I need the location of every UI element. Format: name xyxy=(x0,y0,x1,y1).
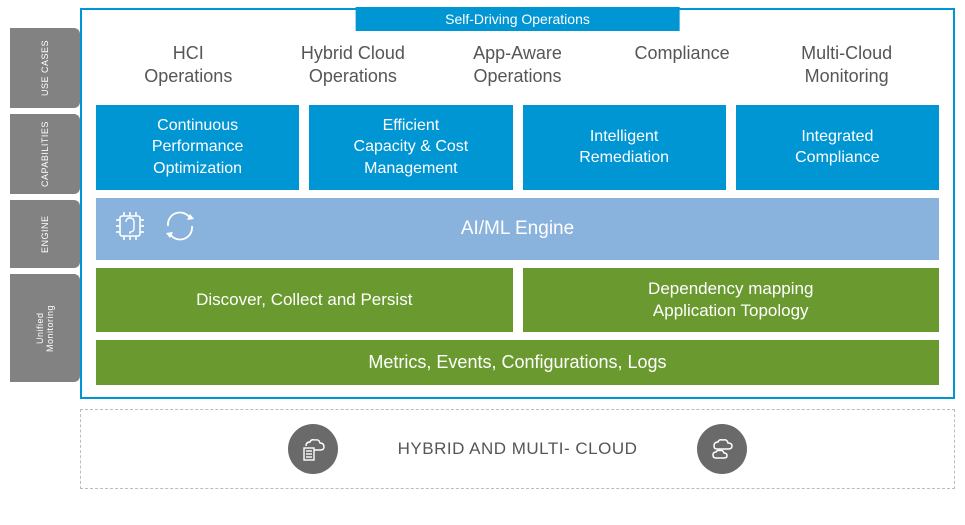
diagram-container: USE CASES CAPABILITIES ENGINE UnifiedMon… xyxy=(10,8,955,515)
monitoring-discover: Discover, Collect and Persist xyxy=(96,268,513,332)
side-label-use-cases: USE CASES xyxy=(10,28,80,108)
top-tab-self-driving: Self-Driving Operations xyxy=(355,7,680,31)
monitoring-row-2: Metrics, Events, Configurations, Logs xyxy=(96,340,939,385)
capability-remediation: IntelligentRemediation xyxy=(523,105,726,190)
side-label-capabilities: CAPABILITIES xyxy=(10,114,80,194)
side-label-engine: ENGINE xyxy=(10,200,80,268)
architecture-box: HCIOperations Hybrid CloudOperations App… xyxy=(80,8,955,399)
engine-row: AI/ML Engine xyxy=(96,198,939,260)
side-label-monitoring: UnifiedMonitoring xyxy=(10,274,80,382)
footer-label: HYBRID AND MULTI- CLOUD xyxy=(398,439,638,459)
engine-label: AI/ML Engine xyxy=(112,218,923,240)
use-case-compliance: Compliance xyxy=(600,42,765,89)
use-cases-row: HCIOperations Hybrid CloudOperations App… xyxy=(96,42,939,97)
chip-icon xyxy=(112,208,148,249)
multi-cloud-icon xyxy=(697,424,747,474)
use-case-hci: HCIOperations xyxy=(106,42,271,89)
use-case-app-aware: App-AwareOperations xyxy=(435,42,600,89)
monitoring-row-1: Discover, Collect and Persist Dependency… xyxy=(96,268,939,332)
monitoring-dependency: Dependency mappingApplication Topology xyxy=(523,268,940,332)
capability-capacity: EfficientCapacity & CostManagement xyxy=(309,105,512,190)
datacenter-cloud-icon xyxy=(288,424,338,474)
footer-box: HYBRID AND MULTI- CLOUD xyxy=(80,409,955,489)
use-case-hybrid-cloud: Hybrid CloudOperations xyxy=(271,42,436,89)
side-labels-column: USE CASES CAPABILITIES ENGINE UnifiedMon… xyxy=(10,8,80,515)
capability-compliance: IntegratedCompliance xyxy=(736,105,939,190)
capabilities-row: ContinuousPerformanceOptimization Effici… xyxy=(96,105,939,190)
capability-performance: ContinuousPerformanceOptimization xyxy=(96,105,299,190)
engine-icons xyxy=(112,208,198,249)
use-case-multi-cloud: Multi-CloudMonitoring xyxy=(764,42,929,89)
cycle-icon xyxy=(162,208,198,249)
main-column: Self-Driving Operations HCIOperations Hy… xyxy=(80,8,955,515)
